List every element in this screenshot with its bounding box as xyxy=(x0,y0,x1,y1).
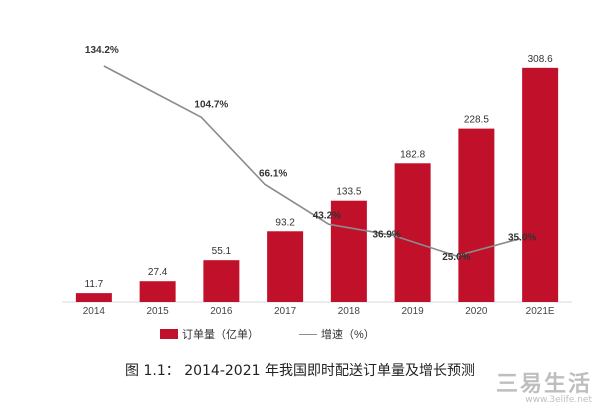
bar-label-2016: 55.1 xyxy=(212,246,232,257)
bar-2019 xyxy=(394,163,431,302)
figure-caption: 图 1.1： 2014-2021 年我国即时配送订单量及增长预测 xyxy=(125,363,475,379)
growth-label-2018: 43.2% xyxy=(313,210,341,221)
bar-label-2014: 11.7 xyxy=(85,279,104,290)
bar-2014 xyxy=(75,293,112,302)
legend-item-orders: 订单量（亿单） xyxy=(160,326,259,342)
x-tick-2019: 2019 xyxy=(402,306,425,317)
x-tick-2014: 2014 xyxy=(83,306,106,317)
x-tick-2016: 2016 xyxy=(210,306,233,317)
bar-2021E xyxy=(522,67,559,302)
x-tick-2018: 2018 xyxy=(338,306,361,317)
bar-label-2021E: 308.6 xyxy=(528,54,553,65)
bar-2015 xyxy=(139,281,176,302)
bar-2017 xyxy=(267,231,304,302)
bar-label-2019: 182.8 xyxy=(400,149,425,160)
legend-line-swatch xyxy=(299,333,317,335)
legend-orders-label: 订单量（亿单） xyxy=(182,329,259,341)
bar-2018 xyxy=(330,200,367,302)
legend-growth-label: 增速（%） xyxy=(321,329,375,341)
x-tick-2020: 2020 xyxy=(465,306,488,317)
watermark-main: 三易生活 xyxy=(495,372,592,397)
bar-2016 xyxy=(203,260,240,302)
legend-item-growth: 增速（%） xyxy=(299,326,375,342)
watermark-url: www.3elife.net xyxy=(525,395,592,405)
bar-label-2015: 27.4 xyxy=(148,267,168,278)
growth-label-2016: 104.7% xyxy=(194,99,228,110)
bar-2020 xyxy=(458,128,495,302)
growth-line-series xyxy=(103,65,521,257)
growth-label-2020: 25.0% xyxy=(442,252,470,263)
bar-series xyxy=(75,67,559,302)
watermark-logo: 三易生活 www.3elife.net xyxy=(496,366,592,405)
growth-line xyxy=(103,65,521,257)
x-tick-2015: 2015 xyxy=(147,306,170,317)
growth-label-2021E: 35.0% xyxy=(508,233,536,244)
growth-label-2015: 134.2% xyxy=(85,45,119,56)
bar-label-2020: 228.5 xyxy=(464,115,489,126)
growth-label-2017: 66.1% xyxy=(259,168,287,179)
legend-bar-swatch xyxy=(160,329,178,339)
growth-value-labels: 134.2% 104.7% 66.1% 43.2% 36.9% 25.0% 35.0% xyxy=(85,45,536,263)
growth-label-2019: 36.9% xyxy=(372,229,400,240)
bar-label-2018: 133.5 xyxy=(336,187,361,198)
bar-value-labels: 11.7 27.4 55.1 93.2 133.5 182.8 228.5 308.6 xyxy=(85,54,554,290)
x-tick-labels: 2014 2015 2016 2017 2018 2019 2020 2021E xyxy=(83,306,555,317)
legend: 订单量（亿单） 增速（%） xyxy=(160,326,375,342)
bar-label-2017: 93.2 xyxy=(275,217,295,228)
x-tick-2017: 2017 xyxy=(274,306,297,317)
x-tick-2021E: 2021E xyxy=(526,306,555,317)
